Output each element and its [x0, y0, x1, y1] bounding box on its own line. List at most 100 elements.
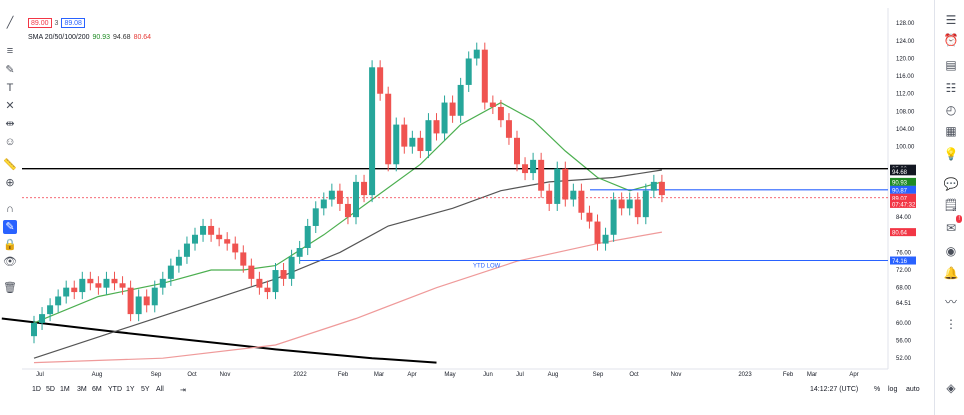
range-5d[interactable]: 5D [46, 386, 55, 393]
price-tick: 100.00 [896, 145, 915, 151]
price-label: 74.16 [892, 259, 908, 265]
trend-line-icon[interactable]: ╱ [6, 16, 14, 29]
price-tick: 64.51 [896, 301, 912, 307]
candle [377, 67, 384, 94]
candle [39, 314, 46, 323]
price-tick: 112.00 [896, 92, 915, 98]
candle [312, 208, 319, 226]
news-icon[interactable]: ▦ [945, 124, 957, 138]
horizontal-lines-icon[interactable]: ≡ [6, 44, 14, 57]
pulse-icon[interactable]: 〰 [944, 295, 957, 309]
price-label-bg [890, 228, 916, 237]
auto-toggle[interactable]: auto [906, 386, 920, 393]
sell-price-button[interactable]: 89.00 [28, 18, 52, 28]
log-toggle[interactable]: log [888, 386, 898, 393]
date-range-icon[interactable]: ⇥ [180, 387, 186, 394]
right-sidebar: ☰ ⏰ ▤ ☷ ◴ ▦ 💡 💬 🗒 ✉ ! ◉ 🔔 〰 ⋮ ◈ [934, 0, 964, 415]
range-6m[interactable]: 6M [92, 386, 102, 393]
emoji-icon[interactable]: ☺ [4, 135, 16, 148]
price-tick: 56.00 [896, 339, 912, 345]
eye-icon[interactable]: 👁 [3, 255, 17, 268]
candle [369, 67, 376, 196]
brush-icon[interactable]: ✎ [5, 63, 15, 76]
candle [111, 278, 118, 284]
stay-drawing-icon[interactable]: ✎ [3, 220, 17, 234]
sma20-value: 90.93 [92, 34, 111, 41]
measure-tools-icon[interactable]: ⇹ [5, 117, 15, 130]
messages-icon[interactable]: ✉ [945, 221, 957, 235]
candle [232, 243, 239, 253]
ruler-icon[interactable]: 📏 [3, 158, 17, 171]
candle [610, 199, 617, 235]
candle [594, 221, 601, 244]
text-icon[interactable]: T [6, 81, 14, 94]
candle [634, 199, 641, 218]
candle [47, 305, 54, 315]
percent-toggle[interactable]: % [874, 386, 881, 393]
price-tick: 124.00 [896, 39, 915, 45]
time-tick: May [444, 372, 455, 378]
alerts-bell-icon[interactable]: 🔔 [943, 266, 959, 280]
pattern-icon[interactable]: ✕ [5, 99, 15, 112]
sma100-line [33, 231, 663, 364]
watchlist-icon[interactable]: ☰ [945, 13, 957, 27]
buy-price-button[interactable]: 89.08 [61, 18, 85, 28]
range-all[interactable]: All [156, 386, 164, 393]
clock-readout[interactable]: 14:12:27 (UTC) [810, 386, 859, 393]
candle [55, 296, 62, 306]
ideas-icon[interactable]: 💡 [943, 147, 959, 161]
time-axis[interactable]: Jul Aug Sep Oct Nov 2022 Feb Mar Apr May Jun Jul Aug… [36, 372, 859, 378]
time-tick: Mar [807, 372, 817, 378]
layers-icon[interactable]: ◈ [946, 381, 956, 395]
candle [272, 270, 279, 293]
data-window-icon[interactable]: ▤ [945, 58, 957, 72]
range-3m[interactable]: 3M [77, 386, 87, 393]
dom-icon[interactable]: ⋮ [945, 317, 957, 331]
time-tick: Oct [629, 372, 639, 378]
range-1m[interactable]: 1M [60, 386, 70, 393]
candle [570, 190, 577, 200]
candle [385, 93, 392, 165]
candle [514, 137, 520, 165]
time-tick: Sep [151, 372, 162, 378]
candle [63, 287, 70, 297]
notes-icon[interactable]: 🗒 [943, 198, 959, 212]
trash-icon[interactable]: 🗑 [3, 281, 17, 294]
time-tick: Mar [374, 372, 384, 378]
candle [586, 212, 593, 222]
candle [175, 256, 182, 266]
time-tick: 2022 [293, 372, 307, 378]
price-label-bg [890, 199, 916, 208]
alarm-clock-icon[interactable]: ⏰ [943, 33, 959, 47]
range-1y[interactable]: 1Y [126, 386, 135, 393]
price-tick: 120.00 [896, 56, 915, 62]
sma-legend[interactable]: SMA 20/50/100/200 90.93 94.68 80.64 [28, 34, 151, 41]
candle [425, 120, 432, 152]
broadcast-icon[interactable]: ◉ [945, 244, 957, 258]
time-tick: 2023 [738, 372, 752, 378]
chat-icon[interactable]: 💬 [943, 177, 959, 191]
calendar-icon[interactable]: ◴ [945, 103, 957, 117]
zoom-in-icon[interactable]: ⊕ [5, 176, 15, 189]
sma20-line [33, 101, 663, 324]
candle [562, 168, 569, 200]
horizontal-lines[interactable] [22, 167, 888, 262]
range-5y[interactable]: 5Y [141, 386, 150, 393]
order-panel: 89.00 3 89.08 [28, 18, 85, 28]
candle [224, 239, 231, 244]
price-axis[interactable]: 128.00 124.00 120.00 116.00 112.00 108.00 104.… [890, 21, 916, 362]
lock-icon[interactable]: 🔒 [3, 238, 17, 251]
candle [344, 203, 351, 218]
time-tick: Jul [516, 372, 524, 378]
candle [127, 287, 134, 315]
candle [497, 106, 504, 121]
candle [256, 278, 263, 288]
candle [401, 124, 408, 147]
range-ytd[interactable]: YTD [108, 386, 122, 393]
magnet-icon[interactable]: ∩ [6, 202, 14, 215]
hotlist-icon[interactable]: ☷ [945, 81, 957, 95]
candle [489, 102, 496, 107]
range-1d[interactable]: 1D [32, 386, 41, 393]
candle [167, 265, 174, 279]
